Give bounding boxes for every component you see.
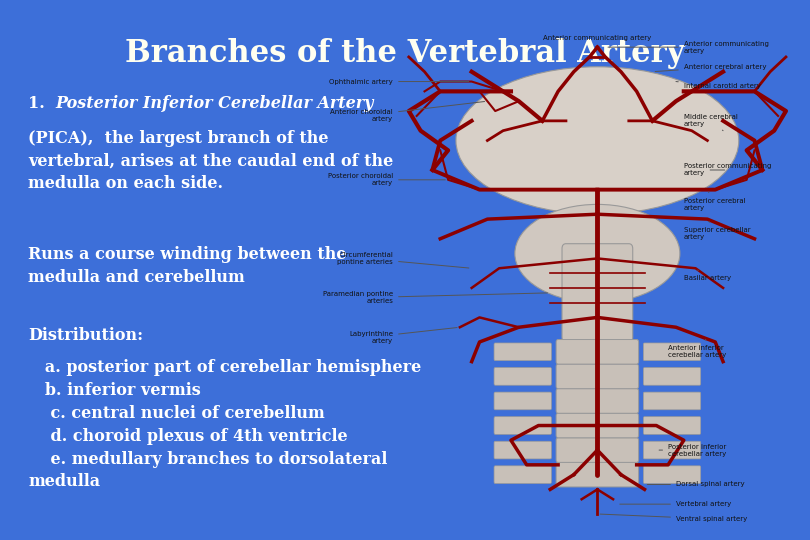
- Text: Anterior communicating artery: Anterior communicating artery: [544, 35, 651, 41]
- Text: (PICA),  the largest branch of the
vertebral, arises at the caudal end of the
me: (PICA), the largest branch of the verteb…: [28, 130, 394, 192]
- Text: Superior cerebellar
artery: Superior cerebellar artery: [684, 221, 750, 240]
- FancyBboxPatch shape: [643, 343, 701, 361]
- Ellipse shape: [515, 204, 680, 302]
- Text: Vertebral artery: Vertebral artery: [620, 501, 731, 507]
- Text: Distribution:: Distribution:: [28, 327, 143, 343]
- FancyBboxPatch shape: [643, 392, 701, 410]
- FancyBboxPatch shape: [643, 368, 701, 385]
- Text: Posterior communicating
artery: Posterior communicating artery: [684, 164, 771, 177]
- Text: Posterior cerebral
artery: Posterior cerebral artery: [684, 192, 745, 211]
- Text: Paramedian pontine
arteries: Paramedian pontine arteries: [323, 291, 548, 304]
- FancyBboxPatch shape: [494, 343, 552, 361]
- FancyBboxPatch shape: [556, 364, 638, 389]
- Text: Anterior inferior
cerebellar artery: Anterior inferior cerebellar artery: [668, 339, 727, 359]
- Text: Posterior Inferior Cerebellar Artery: Posterior Inferior Cerebellar Artery: [55, 94, 373, 111]
- Text: 1.: 1.: [28, 94, 51, 111]
- FancyBboxPatch shape: [494, 392, 552, 410]
- Text: Anterior communicating
artery: Anterior communicating artery: [608, 40, 769, 53]
- Text: a. posterior part of cerebellar hemisphere
   b. inferior vermis
    c. central : a. posterior part of cerebellar hemisphe…: [28, 359, 421, 490]
- Text: Posterior inferior
cerebellar artery: Posterior inferior cerebellar artery: [659, 443, 727, 457]
- Text: Ophthalmic artery: Ophthalmic artery: [330, 78, 469, 85]
- Text: Basilar artery: Basilar artery: [684, 270, 731, 281]
- Text: Internal carotid artery: Internal carotid artery: [676, 82, 761, 90]
- Text: Middle cerebral
artery: Middle cerebral artery: [684, 114, 738, 131]
- Text: Anterior cerebral artery: Anterior cerebral artery: [655, 64, 766, 71]
- FancyBboxPatch shape: [494, 441, 552, 459]
- FancyBboxPatch shape: [562, 244, 633, 342]
- FancyBboxPatch shape: [556, 340, 638, 364]
- Ellipse shape: [456, 67, 739, 214]
- FancyBboxPatch shape: [643, 466, 701, 483]
- Text: Dorsal spinal artery: Dorsal spinal artery: [647, 482, 744, 488]
- Text: Ventral spinal artery: Ventral spinal artery: [600, 514, 747, 522]
- FancyBboxPatch shape: [556, 389, 638, 413]
- Text: Posterior choroidal
artery: Posterior choroidal artery: [328, 173, 446, 186]
- FancyBboxPatch shape: [556, 462, 638, 487]
- Text: Branches of the Vertebral Artery: Branches of the Vertebral Artery: [126, 38, 684, 69]
- Text: Circumferential
pontine arteries: Circumferential pontine arteries: [337, 252, 469, 268]
- FancyBboxPatch shape: [494, 417, 552, 434]
- Text: Labyrinthine
artery: Labyrinthine artery: [349, 328, 457, 343]
- FancyBboxPatch shape: [494, 466, 552, 483]
- FancyBboxPatch shape: [643, 417, 701, 434]
- FancyBboxPatch shape: [556, 413, 638, 438]
- FancyBboxPatch shape: [556, 438, 638, 462]
- Text: Runs a course winding between the
medulla and cerebellum: Runs a course winding between the medull…: [28, 246, 347, 286]
- FancyBboxPatch shape: [494, 368, 552, 385]
- Text: Anterior choroidal
artery: Anterior choroidal artery: [330, 102, 484, 123]
- FancyBboxPatch shape: [643, 441, 701, 459]
